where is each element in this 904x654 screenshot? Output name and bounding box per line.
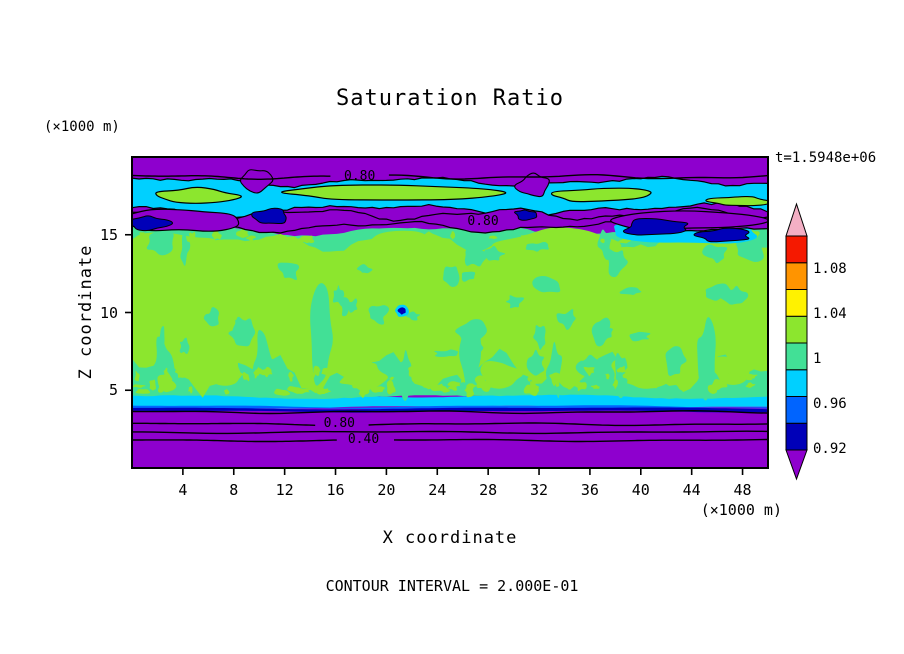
x-tick-label: 32	[530, 481, 549, 499]
x-tick-label: 20	[377, 481, 396, 499]
x-tick-label: 24	[428, 481, 447, 499]
colorbar-tick-label: 1	[813, 351, 822, 367]
y-tick-label: 15	[99, 225, 118, 244]
x-tick-label: 12	[275, 481, 294, 499]
colorbar-tick-label: 0.96	[813, 396, 847, 412]
y-tick-label: 5	[108, 381, 118, 400]
contour-interval-label: CONTOUR INTERVAL = 2.000E-01	[325, 577, 579, 595]
time-annotation: t=1.5948e+06	[775, 150, 877, 166]
x-tick-label: 40	[631, 481, 650, 499]
x-tick-label: 8	[229, 481, 239, 499]
x-tick-label: 4	[178, 481, 188, 499]
contour-line-label: 0.40	[347, 432, 380, 448]
x-axis-title: X coordinate	[382, 528, 518, 548]
colorbar-tick-label: 1.08	[813, 261, 847, 277]
x-tick-label: 48	[733, 481, 752, 499]
x-tick-label: 44	[682, 481, 701, 499]
y-axis-units-label: (×1000 m)	[44, 119, 120, 135]
y-tick-label: 10	[99, 303, 118, 322]
x-tick-label: 16	[326, 481, 345, 499]
contour-line-label: 0.80	[344, 168, 376, 184]
x-axis-units-label: (×1000 m)	[700, 501, 782, 519]
x-tick-label: 28	[479, 481, 498, 499]
contour-line-label: 0.80	[467, 213, 499, 229]
colorbar-tick-label: 0.92	[813, 441, 847, 457]
figure-title: Saturation Ratio	[336, 86, 564, 111]
colorbar-tick-label: 1.04	[813, 306, 847, 322]
contour-line-label: 0.80	[323, 416, 355, 432]
x-tick-label: 36	[580, 481, 599, 499]
